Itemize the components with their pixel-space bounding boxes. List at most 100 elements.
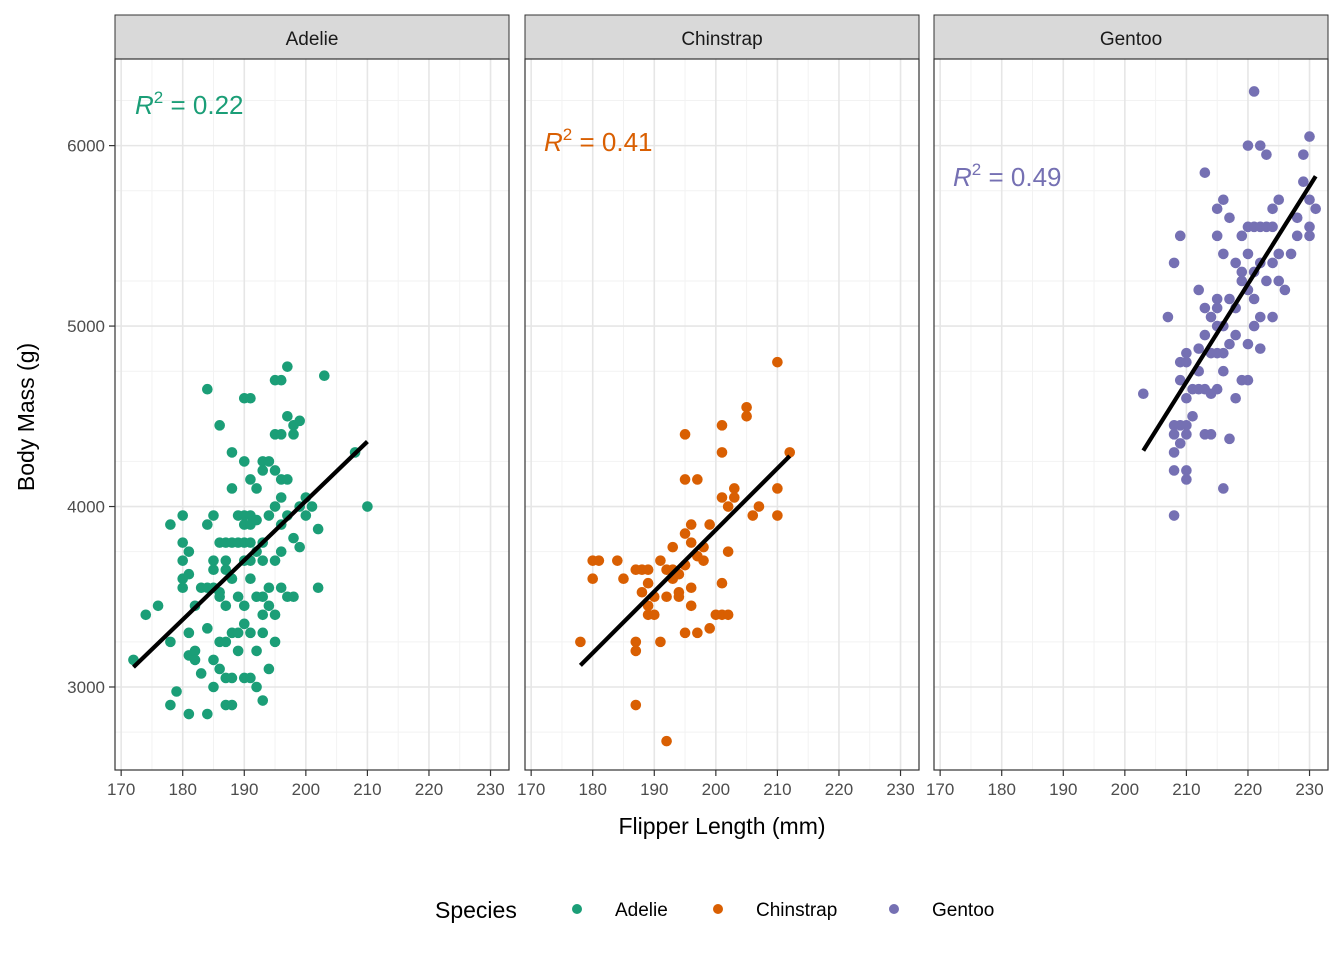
data-point-adelie [202,623,213,634]
data-point-gentoo [1174,374,1186,386]
data-point-adelie [245,627,256,639]
legend: Species Adelie Chinstrap Gentoo [435,897,994,923]
x-tick-label: 210 [763,780,791,799]
data-point-adelie [263,600,275,612]
x-tick-label: 180 [579,780,607,799]
data-point-adelie [208,555,219,566]
panel-background-gentoo [934,59,1328,770]
data-point-adelie [195,668,207,679]
data-point-adelie [294,541,305,553]
data-point-gentoo [1248,293,1260,305]
data-point-gentoo [1267,221,1278,233]
data-point-adelie [208,654,219,666]
data-point-gentoo [1236,230,1248,242]
x-tick-label: 230 [476,780,504,799]
data-point-gentoo [1291,212,1303,224]
data-point-gentoo [1267,257,1278,269]
data-point-chinstrap [679,528,691,539]
data-point-adelie [251,483,262,494]
strip-chinstrap [524,14,920,60]
data-point-gentoo [1211,203,1223,215]
y-axis-title: Body Mass (g) [13,343,39,491]
data-point-adelie [319,370,330,382]
data-point-adelie [232,627,244,639]
data-point-gentoo [1254,343,1266,354]
data-point-adelie [245,474,256,485]
data-point-chinstrap [575,636,586,648]
data-point-gentoo [1205,311,1217,323]
panel-adelie: Adelie R2 = 0.22 170 180 190 200 210 220 230 3000… [67,14,510,799]
data-point-gentoo [1211,293,1223,305]
data-point-chinstrap [741,411,752,422]
data-point-gentoo [1267,203,1278,215]
data-point-chinstrap [612,555,623,566]
data-point-gentoo [1248,320,1260,332]
data-point-chinstrap [698,555,709,566]
data-point-chinstrap [630,699,642,711]
data-point-gentoo [1181,356,1192,368]
data-point-chinstrap [679,429,691,440]
x-tick-label: 200 [702,780,730,799]
data-point-adelie [183,708,195,720]
data-point-chinstrap [772,356,783,368]
panel-background-chinstrap [525,59,919,770]
data-point-gentoo [1254,140,1266,151]
data-point-gentoo [1273,194,1285,206]
data-point-gentoo [1218,483,1229,494]
data-point-gentoo [1230,257,1241,269]
panel-border-gentoo [933,58,1329,771]
data-point-gentoo [1174,230,1186,242]
data-point-gentoo [1236,275,1248,287]
data-point-gentoo [1298,176,1309,188]
data-point-adelie [214,420,225,431]
data-point-gentoo [1205,429,1217,440]
strip-label-adelie: Adelie [286,29,339,50]
legend-title: Species [435,897,517,923]
strip-label-chinstrap: Chinstrap [681,29,762,50]
legend-label-chinstrap: Chinstrap [756,900,837,921]
data-point-gentoo [1230,329,1241,341]
data-point-chinstrap [784,447,796,458]
data-point-adelie [300,510,312,521]
data-point-adelie [177,537,189,548]
data-point-adelie [245,392,256,404]
data-point-adelie [220,555,232,566]
data-point-adelie [165,519,176,530]
data-point-gentoo [1298,149,1309,160]
data-point-adelie [275,492,287,503]
panel-border-chinstrap [524,58,920,771]
data-point-adelie [275,546,287,557]
data-point-chinstrap [648,609,660,621]
data-point-adelie [189,645,201,657]
data-point-gentoo [1224,338,1235,350]
data-point-adelie [208,564,219,575]
data-point-gentoo [1224,293,1235,305]
data-point-gentoo [1168,447,1180,458]
data-point-adelie [202,383,213,395]
data-point-adelie [238,456,250,467]
data-point-adelie [263,456,275,467]
x-tick-label: 200 [1111,780,1139,799]
data-point-adelie [275,374,287,386]
data-point-gentoo [1181,420,1192,431]
data-point-gentoo [1230,392,1241,404]
data-point-gentoo [1181,392,1192,404]
data-point-chinstrap [692,474,703,485]
y-tick-label: 4000 [67,498,105,517]
panel-border-adelie [114,58,510,771]
data-point-adelie [282,474,293,485]
data-point-adelie [214,586,225,598]
legend-label-gentoo: Gentoo [932,900,994,921]
data-point-gentoo [1193,343,1205,354]
data-point-adelie [362,501,373,512]
data-point-adelie [226,447,238,458]
data-point-adelie [189,654,201,666]
data-point-adelie [208,681,219,693]
data-point-chinstrap [685,519,697,530]
data-point-chinstrap [704,623,715,634]
data-point-adelie [202,519,213,530]
data-point-chinstrap [685,537,697,548]
data-point-gentoo [1211,230,1223,242]
data-point-adelie [220,600,232,612]
